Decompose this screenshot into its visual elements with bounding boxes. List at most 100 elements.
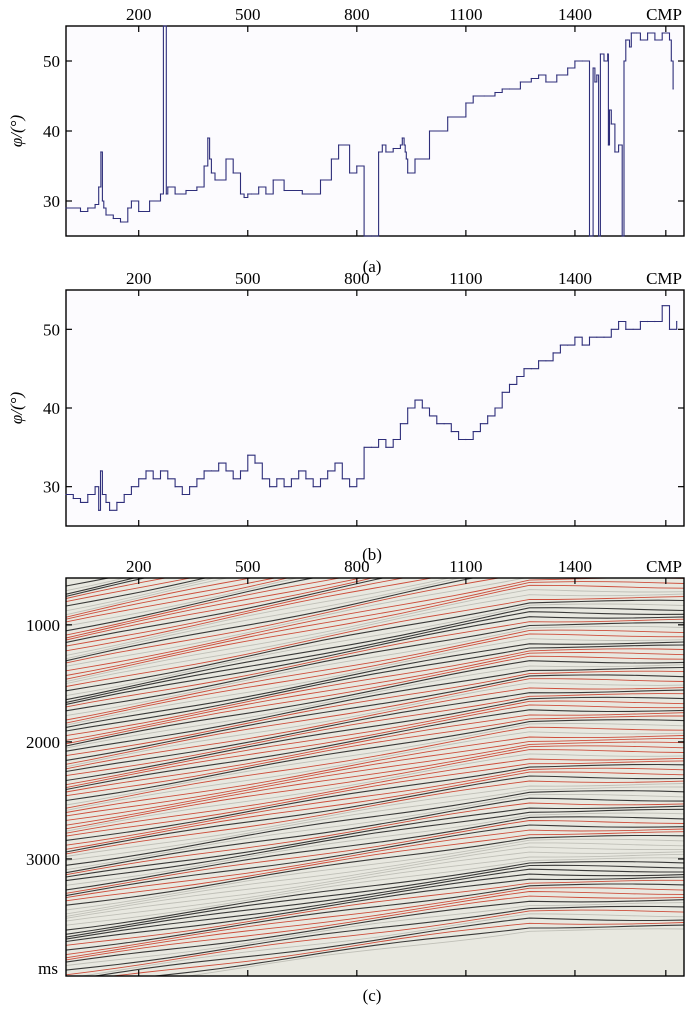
data-point — [138, 478, 140, 480]
y-tick-label: 1000 — [26, 616, 60, 635]
data-point — [381, 144, 383, 146]
reflector — [66, 674, 684, 761]
reflector — [66, 786, 684, 861]
x-tick-label: 500 — [235, 269, 261, 288]
reflector — [150, 924, 684, 976]
data-point — [385, 446, 387, 448]
data-point — [319, 179, 322, 181]
reflector — [66, 603, 684, 697]
data-point — [243, 196, 245, 199]
data-point — [98, 186, 100, 188]
data-point — [574, 60, 576, 62]
data-point — [203, 165, 205, 167]
data-point — [608, 109, 611, 111]
data-point — [588, 336, 591, 338]
reflector — [66, 607, 684, 701]
data-point — [349, 172, 351, 174]
reflector — [66, 741, 684, 821]
x-tick-label: 1100 — [449, 5, 482, 24]
data-point — [636, 32, 638, 34]
reflector — [66, 578, 363, 639]
data-point — [654, 320, 656, 323]
reflector — [66, 581, 684, 676]
reflector — [79, 913, 684, 976]
y-tick-label: 50 — [43, 320, 60, 339]
data-point — [98, 509, 100, 511]
data-point — [483, 95, 485, 97]
data-point — [428, 130, 431, 132]
data-point — [334, 462, 336, 464]
reflector — [66, 876, 684, 943]
data-point — [225, 158, 227, 160]
reflector — [66, 842, 684, 915]
reflector — [66, 709, 684, 791]
data-point — [105, 501, 107, 503]
data-point — [556, 74, 558, 76]
data-point — [370, 235, 372, 237]
data-point — [596, 74, 598, 76]
data-point — [538, 360, 540, 362]
data-point — [167, 478, 169, 480]
data-point — [634, 32, 636, 34]
data-point — [603, 60, 605, 62]
reflector — [66, 797, 684, 874]
reflector — [66, 838, 684, 911]
data-point — [341, 478, 343, 480]
reflector — [66, 670, 684, 757]
data-point — [250, 193, 252, 195]
data-point — [407, 407, 409, 409]
data-point — [165, 193, 167, 195]
data-point — [598, 235, 600, 237]
reflector — [66, 616, 684, 705]
reflector — [66, 763, 684, 841]
data-point — [401, 137, 403, 139]
data-point — [272, 179, 274, 181]
data-point — [516, 375, 518, 378]
x-tick-label: 1400 — [558, 5, 592, 24]
plot-background — [66, 290, 684, 526]
data-point — [530, 368, 532, 370]
reflector — [66, 753, 684, 832]
reflector — [66, 578, 216, 612]
reflector — [66, 723, 684, 806]
x-tick-label: 1100 — [449, 269, 482, 288]
data-point — [574, 336, 576, 338]
data-point — [356, 165, 358, 167]
data-point — [632, 328, 634, 330]
y-axis-label: ms — [38, 959, 58, 978]
reflector — [66, 905, 684, 971]
data-point — [290, 478, 292, 480]
reflector — [66, 861, 684, 931]
reflector — [66, 578, 386, 643]
data-point — [181, 493, 183, 496]
data-point — [265, 193, 267, 195]
reflector — [66, 868, 684, 938]
reflector — [66, 846, 684, 917]
data-point — [330, 158, 332, 160]
data-point — [647, 320, 649, 323]
data-point — [392, 438, 394, 441]
reflector — [66, 793, 684, 871]
data-point — [130, 200, 132, 202]
reflector — [66, 802, 684, 876]
data-point — [254, 462, 256, 464]
reflector — [66, 596, 684, 687]
data-point — [501, 391, 503, 393]
data-point — [149, 200, 151, 202]
data-point — [100, 151, 102, 153]
data-point — [623, 60, 625, 62]
data-point — [338, 144, 340, 146]
data-point — [594, 81, 596, 83]
data-point — [530, 77, 532, 80]
reflector — [66, 578, 342, 636]
reflector — [66, 578, 434, 652]
reflector — [66, 873, 684, 940]
data-point — [519, 81, 522, 83]
data-point — [414, 399, 416, 401]
data-point — [283, 189, 285, 192]
data-point — [189, 486, 191, 488]
reflector — [66, 735, 684, 813]
data-point — [621, 235, 623, 237]
y-tick-label: 2000 — [26, 733, 60, 752]
